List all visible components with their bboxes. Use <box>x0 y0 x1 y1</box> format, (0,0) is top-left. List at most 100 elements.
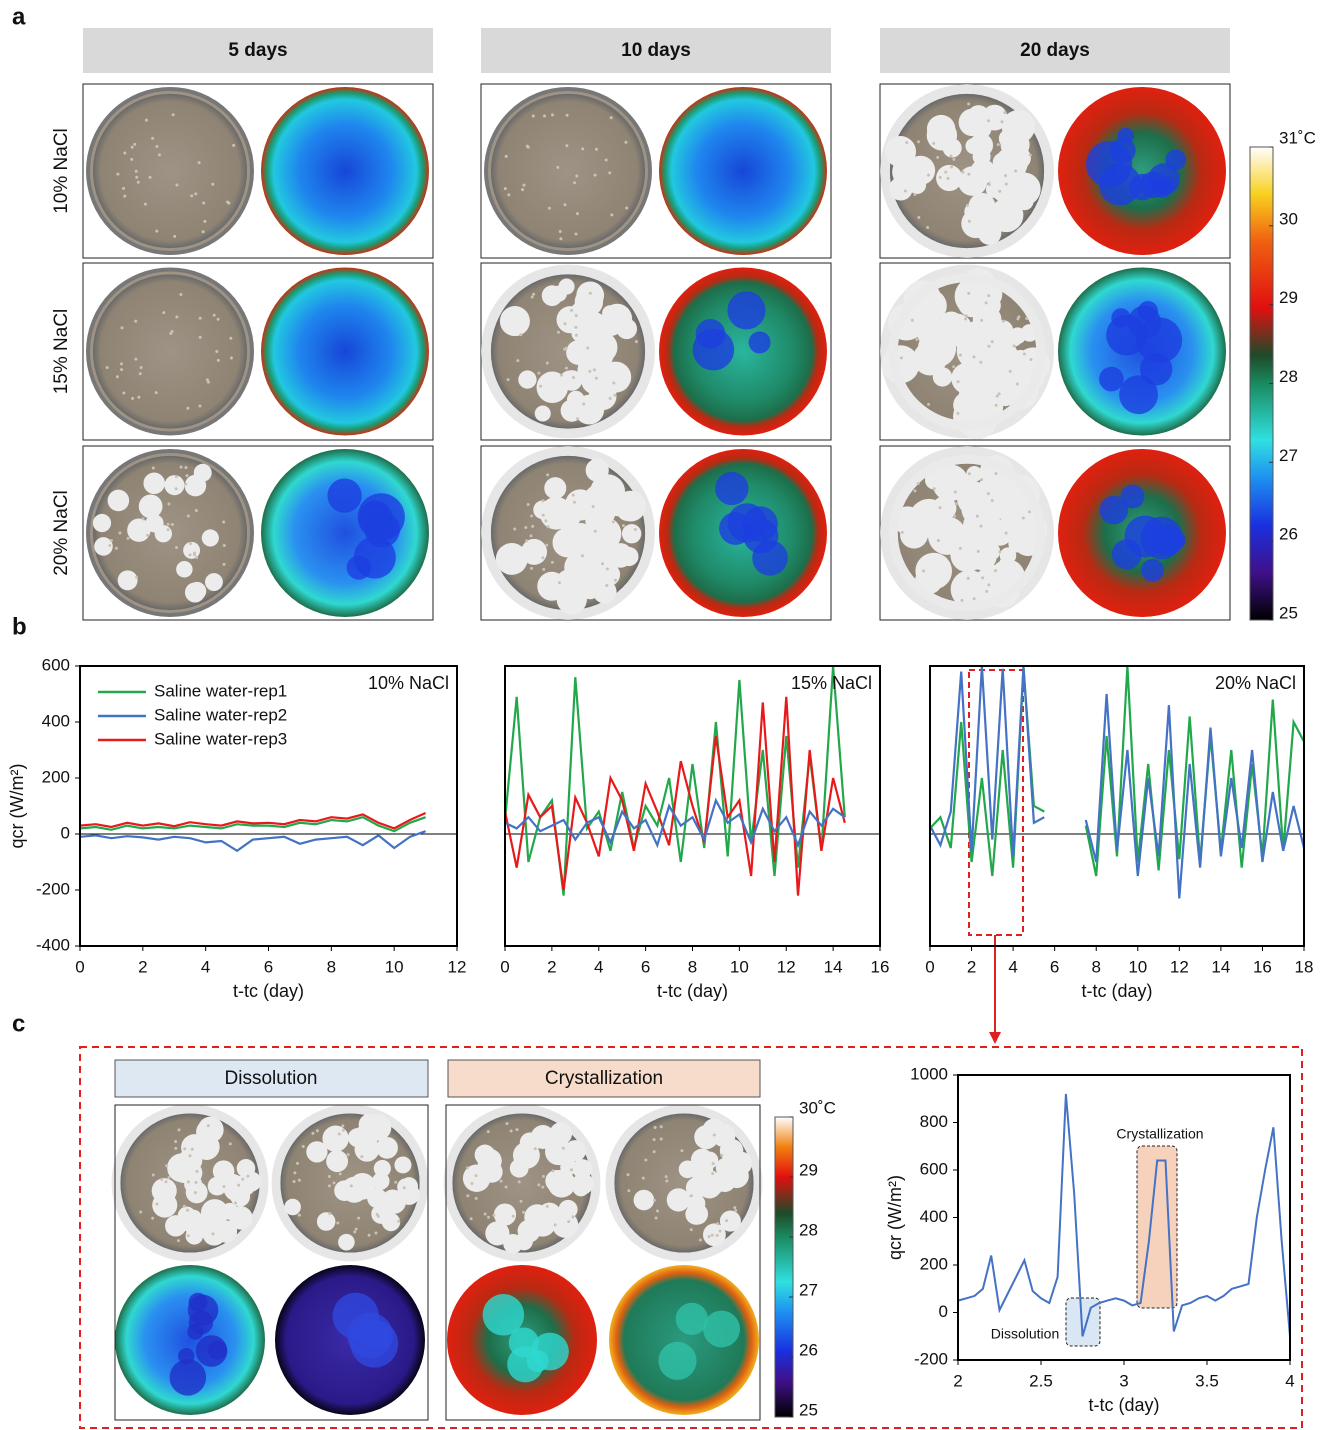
grain <box>122 187 125 190</box>
grain <box>217 318 220 321</box>
grain <box>175 315 178 318</box>
x-tick-label: 6 <box>264 957 273 976</box>
cold-spot <box>1100 496 1129 525</box>
grain <box>567 1220 570 1223</box>
row-label: 20% NaCl <box>51 490 72 576</box>
grain <box>548 207 551 210</box>
grain <box>512 1215 515 1218</box>
grain <box>560 374 563 377</box>
salt-crystal <box>152 1178 177 1203</box>
grain <box>570 309 573 312</box>
grain <box>120 326 123 329</box>
cold-spot <box>1099 367 1124 392</box>
grain <box>241 1178 244 1181</box>
series-line <box>930 666 1304 898</box>
grain <box>613 394 616 397</box>
grain <box>311 1132 314 1135</box>
grain <box>936 156 939 159</box>
grain <box>206 378 209 381</box>
grain <box>601 562 604 565</box>
grain <box>195 509 198 512</box>
sample-photo <box>93 274 247 428</box>
grain <box>510 1130 513 1133</box>
grain <box>949 154 952 157</box>
cold-spot <box>363 1322 390 1349</box>
salt-crystal <box>397 1178 414 1195</box>
x-tick-label: 16 <box>871 957 890 976</box>
grain <box>733 1206 736 1209</box>
grain <box>574 326 577 329</box>
grain <box>965 314 968 317</box>
grain <box>556 166 559 169</box>
grain <box>189 553 192 556</box>
grain <box>360 1155 363 1158</box>
salt-crystal <box>538 1203 561 1226</box>
x-tick-label: 2.5 <box>1029 1371 1053 1390</box>
salt-crystal <box>720 1211 741 1232</box>
grain <box>122 391 125 394</box>
colorbar-label: 27 <box>1279 446 1298 465</box>
grain <box>997 143 1000 146</box>
grain <box>542 514 545 517</box>
y-tick-label: 600 <box>920 1159 948 1178</box>
grain <box>466 1166 469 1169</box>
x-tick-label: 6 <box>641 957 650 976</box>
grain <box>653 1199 656 1202</box>
grain <box>944 171 947 174</box>
grain <box>933 487 936 490</box>
grain <box>474 1174 477 1177</box>
grain <box>699 1238 702 1241</box>
grain <box>116 173 119 176</box>
grain <box>186 1209 189 1212</box>
grain <box>960 599 963 602</box>
grain <box>725 1219 728 1222</box>
grain <box>571 1215 574 1218</box>
grain <box>530 567 533 570</box>
grain <box>193 553 196 556</box>
thermal-image <box>261 449 429 617</box>
annotation: Dissolution <box>991 1326 1059 1342</box>
salt-crystal <box>982 105 1008 131</box>
grain <box>186 407 189 410</box>
colorbar-label: 25 <box>1279 603 1298 622</box>
grain <box>513 527 516 530</box>
grain <box>635 340 638 343</box>
grain <box>575 334 578 337</box>
grain <box>593 368 596 371</box>
grain <box>470 1182 473 1185</box>
grain <box>655 1217 658 1220</box>
grain <box>1023 353 1026 356</box>
x-tick-label: 8 <box>1091 957 1100 976</box>
cold-spot <box>531 1333 569 1371</box>
grain <box>582 403 585 406</box>
grain <box>516 359 519 362</box>
grain <box>594 174 597 177</box>
salt-crystal <box>518 370 536 388</box>
grain <box>995 404 998 407</box>
grain <box>185 474 188 477</box>
grain <box>149 176 152 179</box>
salt-crystal <box>93 514 111 532</box>
grain <box>551 561 554 564</box>
grain <box>711 1172 714 1175</box>
grain <box>167 523 170 526</box>
grain <box>162 311 165 314</box>
grain <box>566 114 569 117</box>
grain <box>614 579 617 582</box>
grain <box>177 1239 180 1242</box>
grain <box>328 1175 331 1178</box>
grain <box>953 515 956 518</box>
grain <box>914 489 917 492</box>
grain <box>927 403 930 406</box>
salt-crystal <box>572 1173 593 1194</box>
grain <box>1004 174 1007 177</box>
grain <box>199 336 202 339</box>
grain <box>959 547 962 550</box>
grain <box>175 546 178 549</box>
y-tick-label: -200 <box>914 1349 948 1368</box>
salt-crystal <box>108 490 130 512</box>
salt-crystal <box>306 1141 327 1162</box>
salt-crystal <box>515 1232 533 1250</box>
cold-spot <box>1119 375 1158 414</box>
salt-crystal <box>194 464 212 482</box>
